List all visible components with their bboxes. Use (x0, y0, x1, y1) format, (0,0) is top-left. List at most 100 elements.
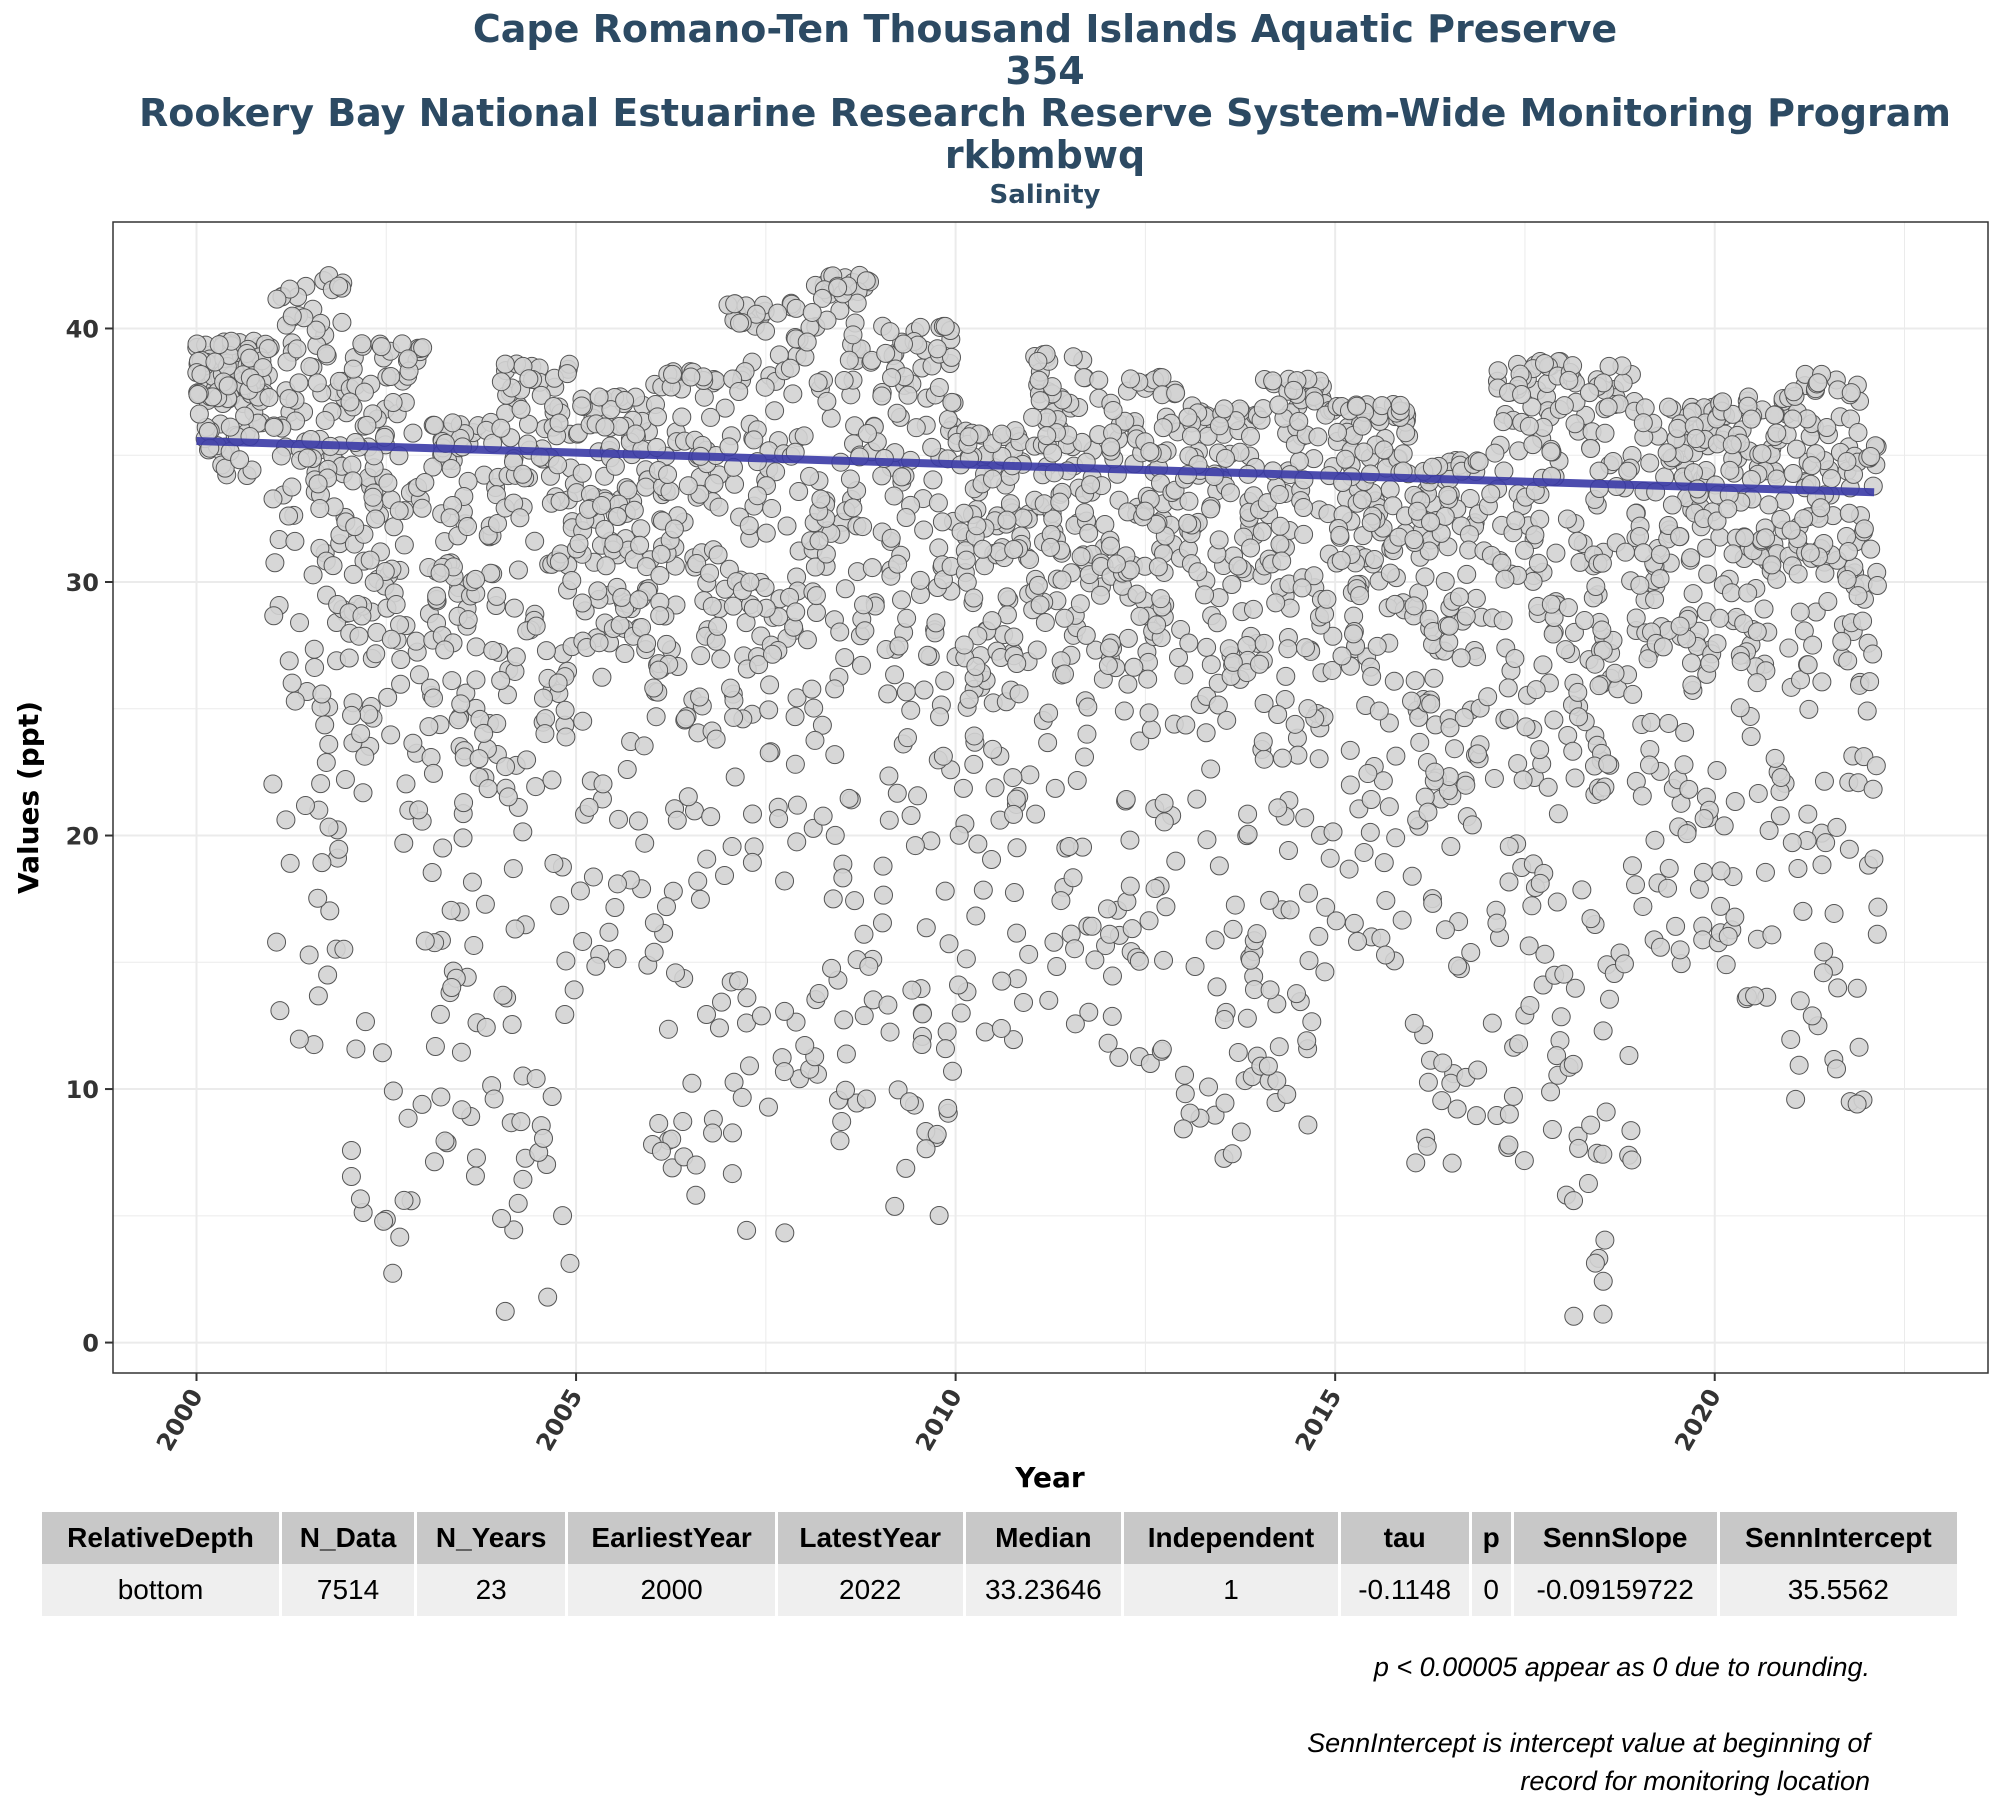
data-point (1721, 583, 1741, 603)
data-point (855, 621, 875, 641)
data-point (1519, 936, 1539, 956)
table-cell: 2000 (566, 1564, 778, 1616)
data-point (1520, 995, 1540, 1015)
data-point (548, 673, 568, 693)
data-point (1541, 1082, 1561, 1102)
data-point (982, 849, 1002, 869)
data-point (589, 387, 609, 407)
data-point (1266, 593, 1286, 613)
data-point (617, 760, 637, 780)
data-point (1499, 708, 1519, 728)
data-point (665, 963, 685, 983)
data-point (1004, 540, 1024, 560)
data-point (289, 1029, 309, 1049)
data-point (768, 303, 788, 323)
table-cell: 33.23646 (964, 1564, 1125, 1616)
data-point (612, 587, 632, 607)
data-point (1332, 646, 1352, 666)
data-point (647, 407, 667, 427)
data-point (942, 392, 962, 412)
data-point (1121, 369, 1141, 389)
data-point (1670, 527, 1690, 547)
data-point (930, 707, 950, 727)
data-point (964, 754, 984, 774)
data-point (1589, 461, 1609, 481)
data-point (746, 304, 766, 324)
data-point (320, 901, 340, 921)
data-point (316, 752, 336, 772)
data-point (786, 298, 806, 318)
data-point (1272, 748, 1292, 768)
data-point (1270, 534, 1290, 554)
table-header-row: RelativeDepth N_Data N_Years EarliestYear La… (42, 1512, 1961, 1564)
data-point (465, 1166, 485, 1186)
data-point (615, 390, 635, 410)
data-point (847, 293, 867, 313)
data-point (1519, 416, 1539, 436)
data-point (1808, 373, 1828, 393)
data-point (1755, 862, 1775, 882)
data-point (1101, 536, 1121, 556)
data-point (806, 586, 826, 606)
data-point (856, 271, 876, 291)
data-point (593, 774, 613, 794)
data-point (797, 630, 817, 650)
data-point (822, 958, 842, 978)
data-point (1803, 635, 1823, 655)
data-point (894, 334, 914, 354)
data-point (662, 1129, 682, 1149)
x-tick-label: 2015 (1290, 1384, 1348, 1456)
data-point (1315, 962, 1335, 982)
table-cell: 35.5562 (1718, 1564, 1961, 1616)
data-point (854, 924, 874, 944)
data-point (264, 417, 284, 437)
data-point (1238, 804, 1258, 824)
data-point (1793, 901, 1813, 921)
data-point (510, 508, 530, 528)
table-cell: bottom (42, 1564, 283, 1616)
data-point (220, 417, 240, 437)
data-point (1770, 806, 1790, 826)
data-point (605, 456, 625, 476)
data-point (1217, 710, 1237, 730)
data-point (464, 935, 484, 955)
data-point (483, 640, 503, 660)
data-point (209, 335, 229, 355)
data-point (1439, 632, 1459, 652)
data-point (265, 553, 285, 573)
data-point (1141, 720, 1161, 740)
data-point (487, 714, 507, 734)
data-point (191, 364, 211, 384)
data-point (466, 569, 486, 589)
data-point (1626, 608, 1646, 628)
data-point (1327, 422, 1347, 442)
data-point (599, 922, 619, 942)
data-point (1361, 513, 1381, 533)
data-point (686, 1185, 706, 1205)
data-point (474, 723, 494, 743)
data-point (352, 334, 372, 354)
data-point (1535, 944, 1555, 964)
data-point (1007, 923, 1027, 943)
data-point (740, 572, 760, 592)
data-point (1512, 384, 1532, 404)
data-point (1557, 509, 1577, 529)
data-point (1223, 919, 1243, 939)
data-point (435, 640, 455, 660)
data-point (1076, 625, 1096, 645)
data-point (1013, 508, 1033, 528)
data-point (307, 373, 327, 393)
data-point (1139, 911, 1159, 931)
data-point (1662, 495, 1682, 515)
data-point (1579, 383, 1599, 403)
data-point (1409, 707, 1429, 727)
data-point (1278, 639, 1298, 659)
data-point (1294, 524, 1314, 544)
data-point (1039, 990, 1059, 1010)
data-point (766, 462, 786, 482)
data-point (812, 288, 832, 308)
data-point (1071, 547, 1091, 567)
data-point (851, 655, 871, 675)
data-point (1723, 404, 1743, 424)
data-point (1816, 833, 1836, 853)
